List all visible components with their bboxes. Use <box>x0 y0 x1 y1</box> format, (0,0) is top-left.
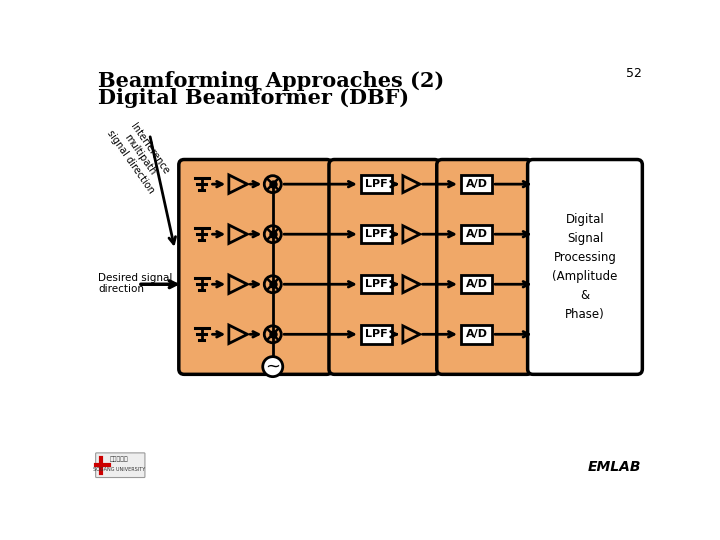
FancyBboxPatch shape <box>361 275 392 294</box>
Text: Digital Beamformer (DBF): Digital Beamformer (DBF) <box>98 88 409 108</box>
Text: LPF: LPF <box>365 329 388 339</box>
Text: A/D: A/D <box>466 229 488 239</box>
FancyBboxPatch shape <box>179 159 332 374</box>
FancyBboxPatch shape <box>361 225 392 244</box>
FancyBboxPatch shape <box>361 175 392 193</box>
FancyBboxPatch shape <box>361 325 392 343</box>
Text: Desired signal
direction: Desired signal direction <box>98 273 172 294</box>
Text: ~: ~ <box>265 357 280 376</box>
FancyBboxPatch shape <box>96 453 145 477</box>
FancyBboxPatch shape <box>462 225 492 244</box>
Text: SOGANG UNIVERSITY: SOGANG UNIVERSITY <box>93 467 145 471</box>
FancyBboxPatch shape <box>329 159 440 374</box>
FancyBboxPatch shape <box>462 275 492 294</box>
Circle shape <box>263 356 283 377</box>
Text: LPF: LPF <box>365 179 388 189</box>
FancyBboxPatch shape <box>462 175 492 193</box>
Text: LPF: LPF <box>365 229 388 239</box>
Text: A/D: A/D <box>466 329 488 339</box>
FancyBboxPatch shape <box>528 159 642 374</box>
Text: EMLAB: EMLAB <box>588 461 642 475</box>
Text: Beamforming Approaches (2): Beamforming Approaches (2) <box>98 71 444 91</box>
Text: Digital
Signal
Processing
(Amplitude
&
Phase): Digital Signal Processing (Amplitude & P… <box>552 213 618 321</box>
Text: LPF: LPF <box>365 279 388 289</box>
Text: Interference
multipath
signal direction: Interference multipath signal direction <box>104 115 175 195</box>
Text: 52: 52 <box>626 67 642 80</box>
Text: A/D: A/D <box>466 279 488 289</box>
FancyBboxPatch shape <box>462 325 492 343</box>
Text: A/D: A/D <box>466 179 488 189</box>
Text: 서강대학교: 서강대학교 <box>109 456 128 462</box>
FancyBboxPatch shape <box>437 159 532 374</box>
